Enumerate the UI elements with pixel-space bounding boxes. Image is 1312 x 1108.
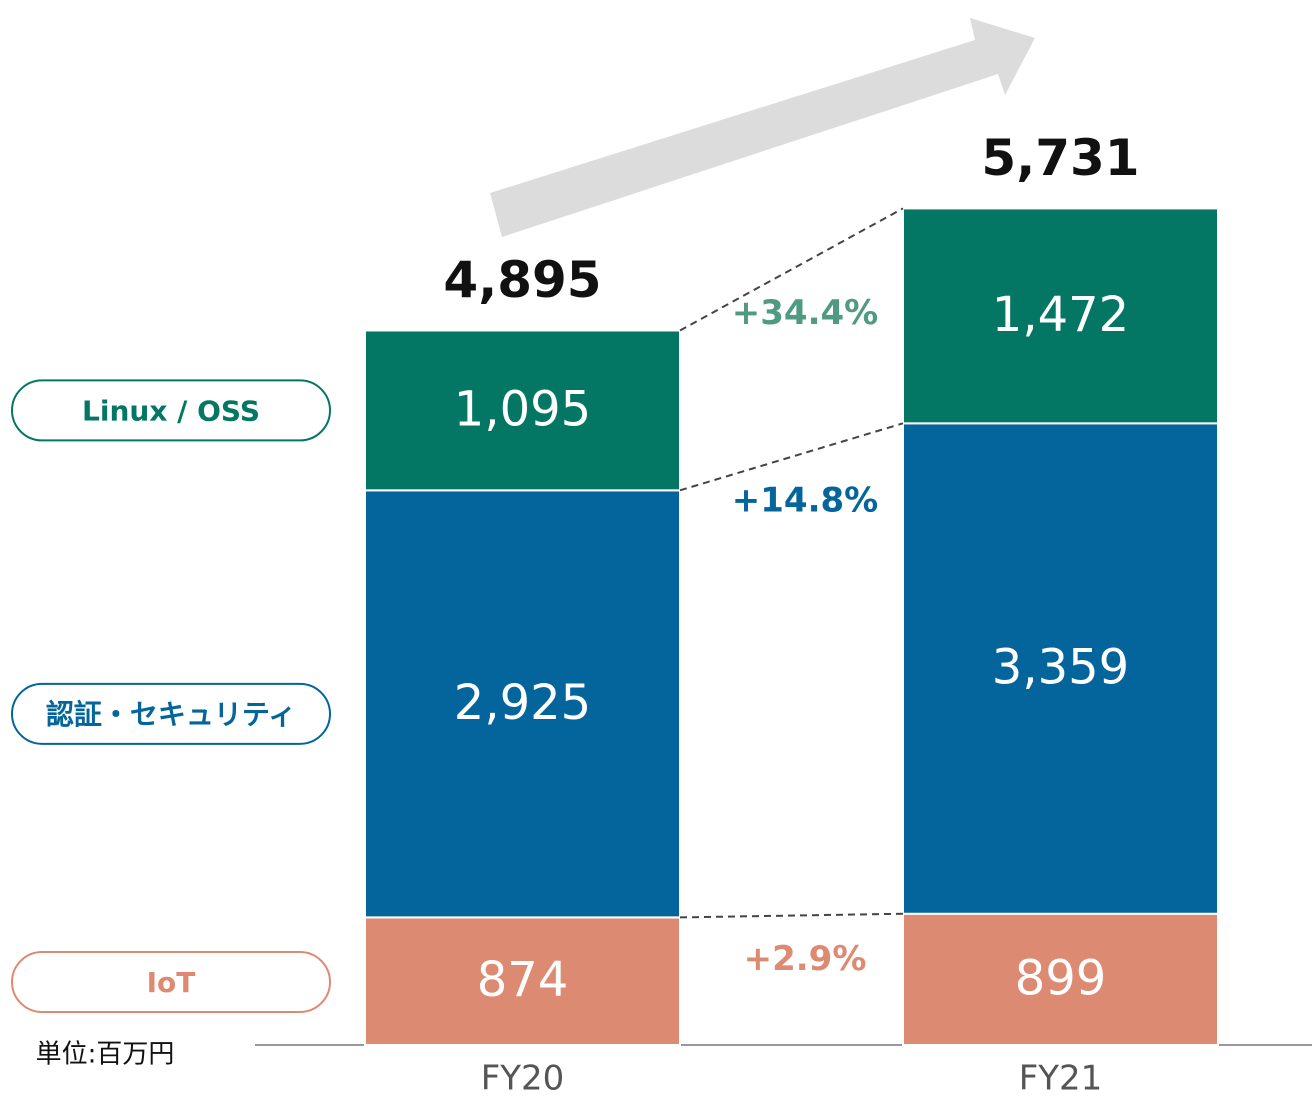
connector bbox=[679, 912, 904, 919]
unit-label: 単位:百万円 bbox=[36, 1040, 175, 1070]
bar-segment bbox=[364, 489, 681, 919]
segment-label: 874 bbox=[477, 952, 569, 1008]
bar-segment bbox=[364, 329, 681, 492]
legend-pill bbox=[11, 951, 331, 1013]
segment-label: 2,925 bbox=[454, 675, 591, 731]
x-tick-label: FY21 bbox=[1019, 1059, 1103, 1099]
legend-label: IoT bbox=[147, 966, 196, 999]
growth-arrow bbox=[490, 18, 1035, 237]
segment-label: 899 bbox=[1015, 950, 1107, 1006]
legend-label: 認証・セキュリティ bbox=[46, 698, 296, 731]
segment-label: 1,095 bbox=[454, 381, 591, 437]
connector bbox=[679, 422, 904, 492]
legend-pill bbox=[11, 379, 331, 442]
bar-segment bbox=[364, 916, 681, 1046]
total-label: 4,895 bbox=[443, 251, 601, 309]
connector bbox=[679, 207, 904, 332]
bar-segment bbox=[902, 207, 1219, 425]
bar-segment bbox=[902, 912, 1219, 1046]
legend-label: Linux / OSS bbox=[82, 394, 260, 427]
total-label: 5,731 bbox=[981, 129, 1139, 187]
segment-label: 3,359 bbox=[992, 640, 1129, 696]
x-tick-label: FY20 bbox=[481, 1059, 565, 1099]
change-label: +2.9% bbox=[744, 939, 867, 979]
change-label: +14.8% bbox=[732, 480, 878, 520]
legend-pill bbox=[11, 682, 331, 745]
change-label: +34.4% bbox=[732, 293, 878, 333]
segment-label: 1,472 bbox=[992, 287, 1129, 343]
bar-segment bbox=[902, 422, 1219, 915]
